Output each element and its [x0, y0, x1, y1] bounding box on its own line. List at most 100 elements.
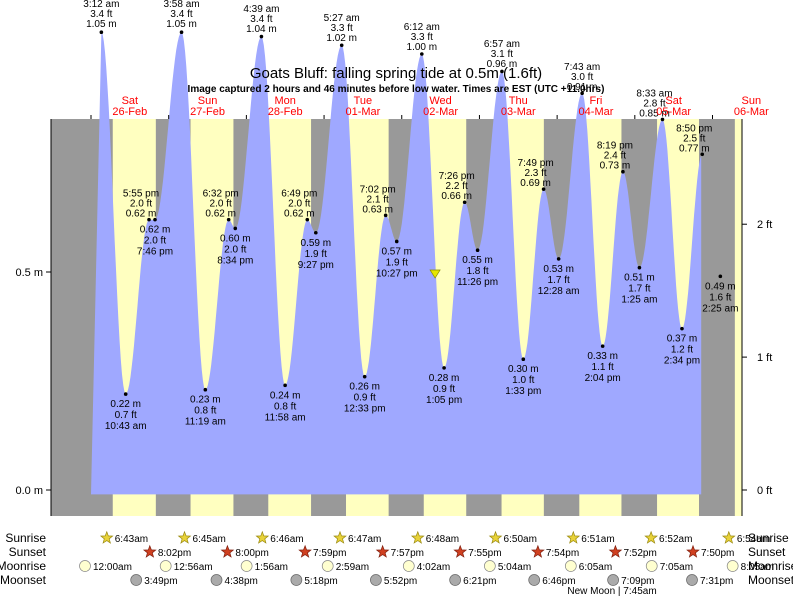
low-tide-height-m: 0.51 m	[624, 273, 655, 284]
sunset-time: 7:52pm	[623, 548, 656, 559]
sunset-time: 7:59pm	[313, 548, 346, 559]
high-tide-time: 4:39 am	[243, 4, 279, 15]
high-tide-point	[660, 117, 665, 122]
moonset-icon	[528, 574, 541, 586]
high-tide-height-m: 0.62 m	[126, 209, 157, 220]
low-tide-point	[637, 265, 642, 270]
sunrise-icon	[410, 530, 425, 544]
low-tide-height-ft: 0.9 ft	[433, 384, 455, 395]
sunrise-time: 6:51am	[581, 534, 614, 545]
right-tick-label: 0 ft	[757, 485, 772, 497]
high-tide-height-m: 1.00 m	[407, 42, 438, 53]
low-tide-point	[153, 217, 157, 222]
low-tide-height-ft: 1.9 ft	[305, 249, 327, 260]
high-tide-height-m: 0.62 m	[284, 209, 315, 220]
left-tick-label: 0.5 m	[15, 267, 43, 279]
day-name-label: Sat	[665, 95, 682, 107]
moonset-time: 7:31pm	[700, 576, 733, 587]
day-name-label: Mon	[275, 95, 296, 107]
low-tide-height-m: 0.22 m	[110, 399, 141, 410]
low-tide-point	[475, 248, 480, 252]
sunset-icon	[608, 544, 623, 558]
high-tide-time: 6:12 am	[404, 22, 440, 33]
high-tide-height-m: 0.85 m	[639, 108, 670, 119]
moonrise-time: 12:00am	[93, 562, 132, 573]
day-name-label: Sun	[198, 95, 218, 107]
sunrise-time: 6:50am	[504, 534, 537, 545]
water-level-area	[91, 32, 702, 495]
row-label-left: Moonrise	[0, 559, 46, 573]
low-tide-height-m: 0.55 m	[462, 255, 493, 266]
high-tide-time: 5:27 am	[324, 13, 360, 24]
sunrise-icon	[255, 530, 270, 544]
moonset-icon	[290, 574, 303, 586]
day-name-label: Tue	[354, 95, 373, 107]
high-tide-point	[541, 187, 546, 191]
sunrise-time: 6:43am	[115, 534, 148, 545]
low-tide-time: 9:27 pm	[298, 260, 334, 271]
low-tide-point	[680, 326, 684, 331]
low-tide-time: 10:27 pm	[376, 268, 418, 279]
high-tide-time: 7:02 pm	[360, 184, 396, 195]
high-tide-height-m: 0.62 m	[205, 209, 236, 220]
low-tide-height-m: 0.59 m	[301, 238, 332, 249]
low-tide-point	[600, 344, 605, 348]
sunset-icon	[686, 544, 700, 558]
low-tide-point	[203, 387, 208, 392]
moonset-icon	[130, 574, 143, 586]
moonrise-time: 2:59am	[336, 562, 369, 573]
sunrise-icon	[177, 530, 192, 544]
row-label-right: Sunrise	[748, 531, 789, 545]
day-date-label: 04-Mar	[579, 106, 614, 118]
high-tide-height-ft: 3.4 ft	[250, 14, 272, 25]
high-tide-point	[339, 43, 344, 48]
high-tide-time: 7:43 am	[564, 62, 600, 73]
moonrise-time: 12:56am	[174, 562, 213, 573]
low-tide-height-ft: 1.8 ft	[466, 266, 488, 277]
low-tide-time: 10:43 am	[105, 421, 147, 432]
low-tide-height-ft: 2.0 ft	[224, 244, 246, 255]
low-tide-height-m: 0.62 m	[140, 225, 171, 236]
day-date-label: 01-Mar	[345, 106, 380, 118]
moonrise-icon	[564, 560, 577, 572]
low-tide-time: 12:28 am	[538, 286, 580, 297]
high-tide-point	[580, 91, 584, 96]
low-tide-height-m: 0.33 m	[587, 351, 618, 362]
moonrise-time: 4:02am	[417, 562, 450, 573]
high-tide-time: 8:50 pm	[676, 123, 712, 134]
high-tide-time: 7:49 pm	[518, 158, 554, 169]
low-tide-time: 1:33 pm	[505, 386, 541, 397]
row-label-left: Sunrise	[5, 531, 46, 545]
low-tide-height-m: 0.60 m	[220, 233, 251, 244]
day-name-label: Thu	[509, 95, 528, 107]
low-tide-height-ft: 1.9 ft	[386, 257, 408, 268]
high-tide-time: 3:58 am	[163, 0, 199, 10]
row-label-left: Sunset	[9, 545, 47, 559]
low-tide-height-ft: 0.9 ft	[354, 393, 376, 404]
sunrise-icon	[721, 530, 736, 544]
low-tide-point	[123, 392, 128, 396]
high-tide-point	[500, 69, 504, 74]
high-tide-height-ft: 3.4 ft	[170, 9, 192, 20]
sunset-icon	[220, 544, 235, 558]
high-tide-height-m: 1.05 m	[86, 19, 117, 30]
low-tide-point	[233, 226, 238, 231]
astro-rows: 6:43am 6:45am 6:46am 6:47am 6:48am 6:50am 6:51…	[0, 530, 793, 597]
sunset-time: 8:00pm	[235, 548, 268, 559]
high-tide-height-ft: 3.3 ft	[331, 23, 353, 34]
high-tide-height-m: 0.77 m	[679, 143, 710, 154]
moonset-icon	[449, 574, 462, 586]
right-tick-label: 2 ft	[757, 219, 772, 231]
high-tide-time: 6:32 pm	[203, 189, 239, 200]
high-tide-height-m: 0.69 m	[520, 178, 551, 189]
sunrise-time: 6:46am	[270, 534, 303, 545]
day-date-label: 05-Mar	[656, 106, 691, 118]
sunset-time: 7:57pm	[391, 548, 424, 559]
high-tide-point	[700, 152, 705, 157]
low-tide-height-ft: 0.8 ft	[274, 401, 296, 412]
low-tide-height-ft: 1.6 ft	[709, 292, 731, 303]
moonrise-icon	[79, 560, 91, 572]
high-tide-height-ft: 2.8 ft	[643, 98, 665, 109]
high-tide-height-ft: 2.1 ft	[367, 194, 389, 205]
